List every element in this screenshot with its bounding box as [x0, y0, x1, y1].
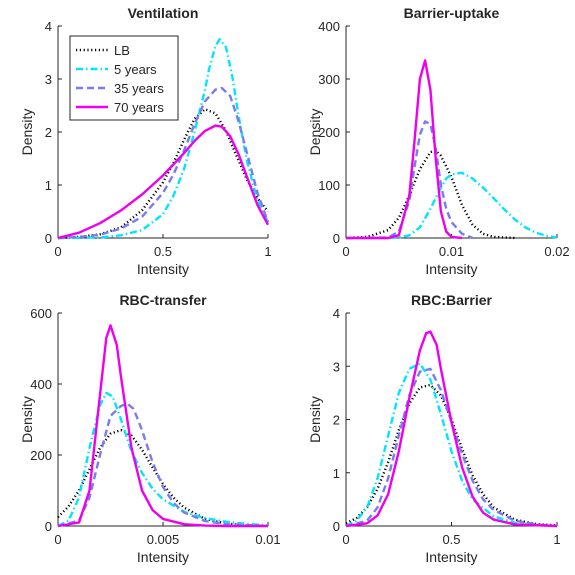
series-line-70-years — [345, 330, 558, 528]
x-tick-label: 0 — [54, 244, 61, 259]
x-tick-label: 1 — [264, 244, 271, 259]
chart-panel-4: 0 0.5 1 0 1 2 3 4 RBC:Barrier Intensity Density — [307, 292, 561, 565]
legend-label: 35 years — [114, 81, 164, 96]
y-tick-label: 2 — [333, 413, 340, 428]
y-tick-label: 3 — [45, 72, 52, 87]
x-tick-label: 1 — [553, 532, 560, 547]
series-line-lb — [57, 428, 269, 528]
y-axis-label: Density — [19, 109, 35, 156]
y-axis-label: Density — [19, 396, 35, 443]
y-tick-label: 4 — [45, 19, 52, 34]
x-axis-label: Intensity — [425, 261, 477, 277]
y-tick-label: 0 — [45, 231, 52, 246]
chart-panel-1: 0 0.5 1 0 1 2 3 4 Ventilation Intensity Density LB 5… — [19, 5, 272, 277]
y-tick-label: 300 — [318, 72, 340, 87]
legend-label: 70 years — [114, 100, 164, 115]
chart-panel-2: 0 0.01 0.02 0 100 200 300 400 Barrier-uptake Inte… — [307, 5, 570, 277]
x-axis-label: Intensity — [137, 261, 189, 277]
chart-panel-3: 0 0.005 0.01 0 200 400 600 RBC-transfer Intensit… — [19, 292, 281, 565]
x-tick-label: 0.5 — [154, 244, 172, 259]
series-line-lb — [57, 108, 269, 240]
y-axis-label: Density — [307, 396, 323, 443]
y-tick-label: 1 — [333, 466, 340, 481]
series-line-35-years — [57, 86, 270, 240]
x-tick-label: 0.005 — [147, 532, 180, 547]
series-line-5-years — [345, 362, 558, 528]
series-line-35-years — [57, 402, 269, 528]
y-tick-label: 400 — [30, 377, 52, 392]
plot-area — [58, 313, 268, 526]
x-tick-label: 0.02 — [544, 244, 569, 259]
x-axis-label: Intensity — [137, 549, 189, 565]
series-line-70-years — [346, 59, 463, 240]
y-tick-label: 100 — [318, 178, 340, 193]
x-tick-label: 0.01 — [255, 532, 280, 547]
chart-title: Barrier-uptake — [404, 5, 500, 21]
series-line-5-years — [57, 38, 270, 240]
chart-title: RBC-transfer — [119, 292, 207, 308]
series-line-35-years — [345, 367, 558, 528]
y-tick-label: 200 — [30, 448, 52, 463]
chart-title: RBC:Barrier — [411, 292, 492, 308]
legend-label: LB — [114, 43, 130, 58]
chart-title: Ventilation — [128, 5, 199, 21]
legend: LB 5 years 35 years 70 years — [69, 35, 179, 121]
y-axis-label: Density — [307, 109, 323, 156]
legend-label: 5 years — [114, 62, 157, 77]
y-tick-label: 2 — [45, 125, 52, 140]
x-axis-label: Intensity — [425, 549, 477, 565]
y-tick-label: 0 — [45, 519, 52, 534]
series-line-70-years — [57, 124, 270, 240]
x-tick-label: 0.5 — [442, 532, 460, 547]
x-tick-label: 0 — [342, 532, 349, 547]
series-line-70-years — [57, 324, 268, 528]
series-line-5-years — [346, 171, 558, 240]
x-tick-label: 0 — [342, 244, 349, 259]
y-tick-label: 200 — [318, 125, 340, 140]
y-tick-label: 400 — [318, 19, 340, 34]
x-tick-label: 0 — [54, 532, 61, 547]
y-tick-label: 1 — [45, 178, 52, 193]
y-tick-label: 0 — [333, 519, 340, 534]
y-tick-label: 3 — [333, 359, 340, 374]
y-tick-label: 0 — [333, 231, 340, 246]
y-tick-label: 4 — [333, 306, 340, 321]
series-line-5-years — [57, 391, 269, 528]
x-tick-label: 0.01 — [439, 244, 464, 259]
y-tick-label: 600 — [30, 306, 52, 321]
series-line-lb — [345, 383, 558, 527]
plot-area — [346, 26, 557, 238]
